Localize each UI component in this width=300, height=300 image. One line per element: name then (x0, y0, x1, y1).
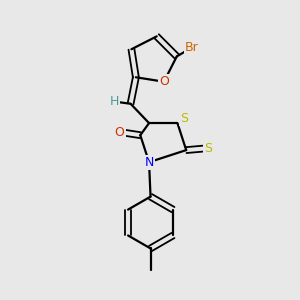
Text: S: S (180, 112, 188, 125)
Text: H: H (110, 95, 119, 108)
Text: S: S (204, 142, 212, 155)
Text: O: O (159, 75, 169, 88)
Text: O: O (115, 126, 124, 139)
Text: N: N (144, 156, 154, 169)
Text: Br: Br (185, 41, 199, 54)
